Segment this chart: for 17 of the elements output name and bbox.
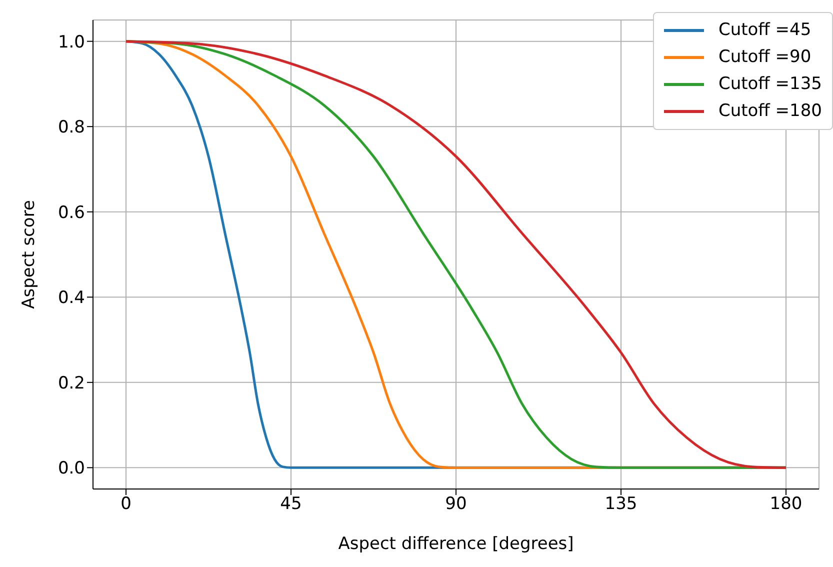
y-tick-label: 1.0 (58, 32, 85, 52)
y-tick-label: 0.6 (58, 202, 85, 223)
legend-label: Cutoff =90 (718, 46, 812, 69)
legend-label: Cutoff =45 (718, 19, 812, 42)
legend-label: Cutoff =180 (718, 100, 822, 123)
y-tick-label: 0.0 (58, 458, 85, 479)
x-tick-label: 90 (445, 494, 467, 514)
x-tick-label: 0 (120, 494, 132, 514)
x-tick-label: 180 (770, 494, 802, 514)
y-tick-label: 0.2 (58, 373, 85, 394)
y-axis-title: Aspect score (19, 200, 40, 309)
x-tick-label: 135 (604, 494, 638, 514)
x-tick-label: 45 (280, 494, 302, 514)
x-axis-title: Aspect difference [degrees] (338, 534, 574, 554)
y-tick-label: 0.8 (58, 118, 85, 138)
y-tick-label: 0.4 (58, 288, 85, 308)
legend-label: Cutoff =135 (718, 73, 822, 96)
